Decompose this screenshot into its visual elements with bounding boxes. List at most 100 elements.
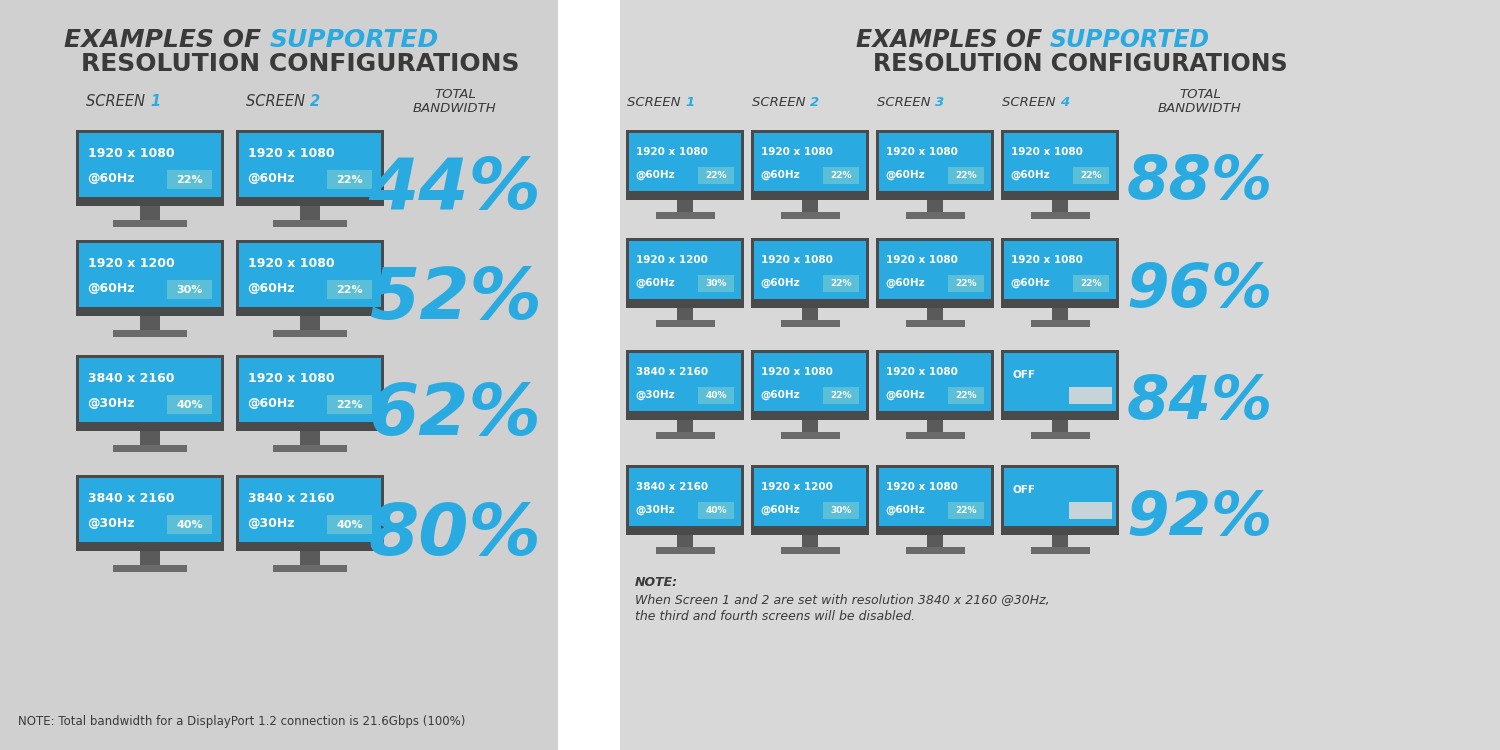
Bar (300, 431, 320, 445)
Bar (1000, 302, 1119, 308)
Bar (780, 547, 840, 554)
Text: @30Hz: @30Hz (248, 518, 296, 530)
Bar (699, 502, 735, 519)
Text: 1920 x 1080: 1920 x 1080 (1011, 146, 1083, 157)
Bar (628, 133, 741, 191)
Text: RESOLUTION CONFIGURATIONS: RESOLUTION CONFIGURATIONS (873, 52, 1287, 76)
Bar (876, 414, 995, 420)
Text: 1: 1 (150, 94, 160, 110)
Bar (754, 468, 865, 526)
Bar (1030, 432, 1089, 439)
Bar (626, 529, 744, 535)
Text: 22%: 22% (831, 391, 852, 400)
Text: 22%: 22% (831, 171, 852, 180)
Bar (327, 515, 372, 534)
Text: 1920 x 1080: 1920 x 1080 (885, 254, 957, 265)
Text: 30%: 30% (705, 279, 728, 288)
Text: 40%: 40% (705, 506, 728, 515)
Text: 3840 x 2160: 3840 x 2160 (636, 367, 708, 376)
Text: @60Hz: @60Hz (885, 505, 926, 515)
Text: @60Hz: @60Hz (636, 278, 675, 288)
Bar (141, 206, 159, 220)
Bar (236, 355, 384, 424)
Text: 2: 2 (810, 95, 819, 109)
Bar (1004, 353, 1116, 411)
Text: @60Hz: @60Hz (885, 170, 926, 180)
Text: 1: 1 (686, 95, 694, 109)
Bar (236, 130, 384, 200)
Bar (327, 395, 372, 414)
Text: EXAMPLES OF: EXAMPLES OF (64, 28, 270, 52)
Bar (236, 424, 384, 431)
Bar (754, 241, 865, 299)
Bar (1074, 274, 1110, 292)
Bar (1004, 133, 1116, 191)
Text: 1920 x 1080: 1920 x 1080 (885, 367, 957, 376)
Bar (1000, 529, 1119, 535)
Text: 3840 x 2160: 3840 x 2160 (636, 482, 708, 491)
Bar (166, 515, 213, 534)
Bar (1053, 420, 1068, 432)
Bar (273, 329, 346, 338)
Bar (656, 320, 714, 327)
Bar (824, 274, 860, 292)
Text: 4: 4 (1060, 95, 1070, 109)
Bar (238, 133, 381, 196)
Bar (141, 431, 159, 445)
Text: 1920 x 1080: 1920 x 1080 (760, 254, 832, 265)
Bar (141, 551, 159, 565)
Text: When Screen 1 and 2 are set with resolution 3840 x 2160 @30Hz,: When Screen 1 and 2 are set with resolut… (634, 593, 1050, 607)
Text: 22%: 22% (705, 171, 728, 180)
Bar (927, 535, 942, 547)
Bar (626, 414, 744, 420)
Text: OFF: OFF (1013, 485, 1036, 495)
Bar (626, 130, 744, 194)
Text: 30%: 30% (177, 284, 203, 295)
Bar (76, 355, 224, 424)
Bar (236, 200, 384, 206)
Bar (76, 475, 224, 544)
Bar (656, 547, 714, 554)
Text: 1920 x 1200: 1920 x 1200 (636, 254, 708, 265)
Bar (754, 133, 865, 191)
Bar (780, 212, 840, 219)
Text: @60Hz: @60Hz (760, 505, 801, 515)
Bar (699, 387, 735, 404)
Text: RESOLUTION CONFIGURATIONS: RESOLUTION CONFIGURATIONS (81, 52, 519, 76)
Bar (1004, 241, 1116, 299)
Text: SCREEN: SCREEN (246, 94, 310, 110)
Bar (76, 130, 224, 200)
Text: 1920 x 1080: 1920 x 1080 (885, 482, 957, 491)
Bar (80, 133, 220, 196)
Text: @30Hz: @30Hz (636, 390, 675, 400)
Text: @30Hz: @30Hz (636, 505, 675, 515)
Bar (699, 166, 735, 184)
Bar (879, 133, 992, 191)
Bar (1000, 238, 1119, 302)
Bar (876, 194, 995, 200)
Bar (906, 547, 964, 554)
Text: EXAMPLES OF: EXAMPLES OF (855, 28, 1050, 52)
Bar (802, 420, 818, 432)
Bar (626, 194, 744, 200)
Text: SCREEN: SCREEN (86, 94, 150, 110)
Text: @60Hz: @60Hz (760, 390, 801, 400)
Bar (752, 194, 868, 200)
Bar (1000, 130, 1119, 194)
Text: 1920 x 1080: 1920 x 1080 (248, 257, 334, 270)
Bar (876, 529, 995, 535)
Text: 22%: 22% (177, 175, 203, 184)
Bar (780, 432, 840, 439)
Bar (752, 302, 868, 308)
Text: 22%: 22% (831, 279, 852, 288)
Text: 40%: 40% (705, 391, 728, 400)
Bar (876, 465, 995, 529)
Bar (626, 238, 744, 302)
Text: SCREEN: SCREEN (1002, 95, 1060, 109)
Bar (628, 241, 741, 299)
Bar (628, 353, 741, 411)
Bar (1070, 387, 1112, 404)
Bar (112, 445, 188, 452)
Bar (273, 220, 346, 227)
Bar (906, 320, 964, 327)
